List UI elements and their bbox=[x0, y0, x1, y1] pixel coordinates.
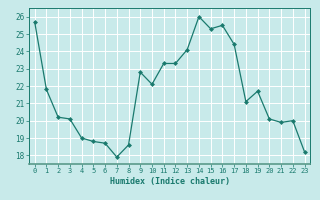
X-axis label: Humidex (Indice chaleur): Humidex (Indice chaleur) bbox=[109, 177, 229, 186]
